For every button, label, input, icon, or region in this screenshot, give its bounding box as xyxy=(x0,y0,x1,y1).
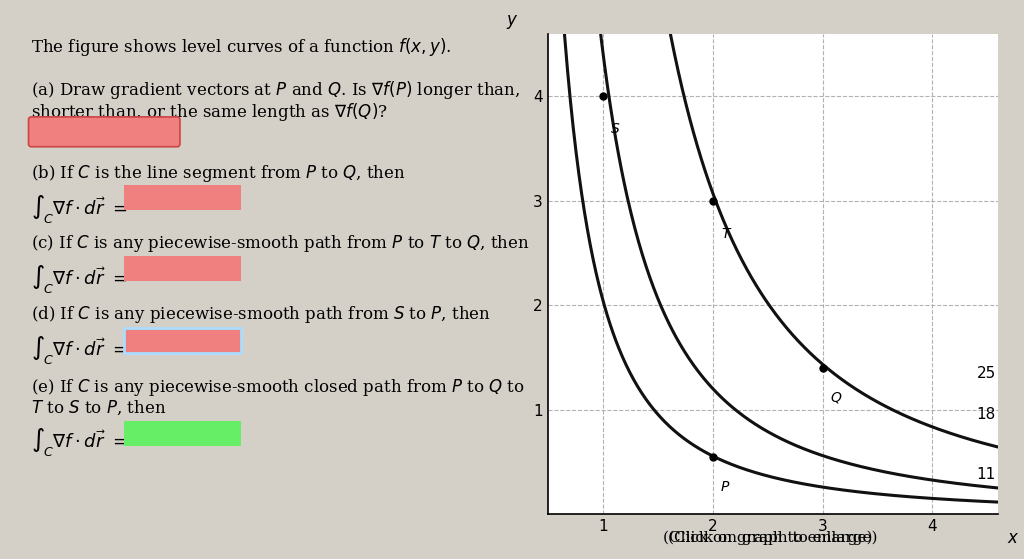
Text: 18: 18 xyxy=(977,408,995,423)
Y-axis label: y: y xyxy=(507,11,517,29)
Text: $\int_C \nabla f \cdot d\vec{r}\ =$: $\int_C \nabla f \cdot d\vec{r}\ =$ xyxy=(31,263,127,295)
FancyBboxPatch shape xyxy=(29,117,180,147)
Text: S: S xyxy=(610,122,620,136)
Text: (a) Draw gradient vectors at $P$ and $Q$. Is $\nabla f(P)$ longer than,: (a) Draw gradient vectors at $P$ and $Q$… xyxy=(31,79,520,101)
Text: (b) If $C$ is the line segment from $P$ to $Q$, then: (b) If $C$ is the line segment from $P$ … xyxy=(31,163,406,184)
X-axis label: x: x xyxy=(1007,529,1017,547)
Text: T: T xyxy=(722,227,730,241)
FancyBboxPatch shape xyxy=(124,255,241,281)
Text: ⬡: ⬡ xyxy=(162,125,172,138)
Text: shorter than, or the same length as $\nabla f(Q)$?: shorter than, or the same length as $\na… xyxy=(31,101,388,122)
Text: (Click on graph to enlarge): (Click on graph to enlarge) xyxy=(669,530,878,545)
Text: $\int_C \nabla f \cdot d\vec{r}\ =$: $\int_C \nabla f \cdot d\vec{r}\ =$ xyxy=(31,426,127,458)
Text: ?: ? xyxy=(62,122,72,140)
Text: (Click on graph to enlarge): (Click on graph to enlarge) xyxy=(664,530,872,545)
Text: 0: 0 xyxy=(133,425,143,443)
Text: $T$ to $S$ to $P$, then: $T$ to $S$ to $P$, then xyxy=(31,399,166,417)
Text: 11: 11 xyxy=(977,467,995,482)
Text: 25: 25 xyxy=(977,366,995,381)
Text: The figure shows level curves of a function $f(x, y)$.: The figure shows level curves of a funct… xyxy=(31,36,452,58)
Text: $\int_C \nabla f \cdot d\vec{r}\ =$: $\int_C \nabla f \cdot d\vec{r}\ =$ xyxy=(31,334,127,366)
Text: (d) If $C$ is any piecewise-smooth path from $S$ to $P$, then: (d) If $C$ is any piecewise-smooth path … xyxy=(31,304,492,325)
FancyBboxPatch shape xyxy=(124,421,241,446)
Text: Q: Q xyxy=(830,391,841,405)
FancyBboxPatch shape xyxy=(124,185,241,210)
FancyBboxPatch shape xyxy=(124,328,241,353)
Text: $\int_C \nabla f \cdot d\vec{r}\ =$: $\int_C \nabla f \cdot d\vec{r}\ =$ xyxy=(31,193,127,225)
Text: (e) If $C$ is any piecewise-smooth closed path from $P$ to $Q$ to: (e) If $C$ is any piecewise-smooth close… xyxy=(31,377,525,398)
Text: P: P xyxy=(720,480,729,494)
Text: (c) If $C$ is any piecewise-smooth path from $P$ to $T$ to $Q$, then: (c) If $C$ is any piecewise-smooth path … xyxy=(31,234,529,254)
